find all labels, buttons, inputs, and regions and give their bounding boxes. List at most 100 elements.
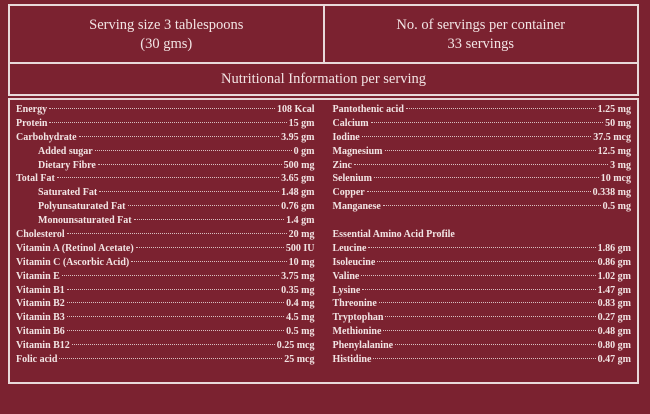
dotted-leader — [127, 205, 280, 207]
nutrient-label: Saturated Fat — [38, 187, 98, 199]
nutrient-value: 3.75 mg — [281, 270, 315, 282]
dotted-leader — [66, 288, 280, 290]
nutrient-value: 0.25 mcg — [276, 340, 315, 352]
nutrient-value: 0.5 mg — [602, 201, 631, 213]
nutrient-row: Vitamin C (Ascorbic Acid) 10 mg — [16, 256, 315, 270]
nutrient-value: 108 Kcal — [277, 104, 315, 115]
dotted-leader — [135, 246, 284, 248]
nutrient-value: 500 mg — [283, 159, 315, 171]
nutrient-row: Selenium 10 mcg — [333, 172, 632, 186]
nutrient-row: Copper 0.338 mg — [333, 186, 632, 200]
nutrition-right-column: Pantothenic acid 1.25 mg Calcium 50 mg Iodin… — [325, 103, 632, 382]
nutrient-label: Pantothenic acid — [332, 104, 404, 115]
nutrient-row: Zinc 3 mg — [333, 159, 632, 173]
nutrient-value: 3.95 gm — [281, 131, 315, 143]
nutrient-label: Vitamin B3 — [16, 312, 65, 324]
nutrient-row: Dietary Fibre 500 mg — [16, 159, 315, 173]
nutrient-label: Cholesterol — [16, 229, 65, 241]
minerals-list: Pantothenic acid 1.25 mg Calcium 50 mg Iodin… — [333, 103, 632, 214]
amino-acid-list: Leucine 1.86 gm Isoleucine 0.86 gm Valine 1.0… — [333, 242, 632, 367]
nutrient-value: 50 mg — [605, 117, 631, 129]
nutrient-value: 10 mg — [288, 256, 315, 268]
nutrient-label: Selenium — [332, 173, 372, 185]
nutrient-row: Vitamin B1 0.35 mg — [16, 284, 315, 298]
dotted-leader — [373, 177, 599, 179]
dotted-leader — [361, 135, 592, 137]
nutrient-label: Zinc — [332, 159, 352, 171]
nutrient-label: Polyunsaturated Fat — [38, 201, 126, 213]
dotted-leader — [368, 246, 596, 248]
dotted-leader — [59, 358, 283, 360]
nutrient-row: Iodine 37.5 mcg — [333, 131, 632, 145]
nutrient-row: Phenylalanine 0.80 gm — [333, 339, 632, 353]
nutrient-value: 0.83 gm — [597, 298, 631, 310]
nutrient-label: Phenylalanine — [332, 340, 394, 352]
dotted-leader — [366, 191, 591, 193]
dotted-leader — [99, 191, 280, 193]
nutrient-row: Histidine 0.47 gm — [333, 353, 632, 367]
nutrient-value: 1.86 gm — [597, 242, 631, 254]
nutrient-label: Protein — [16, 117, 48, 129]
servings-per-container-value: 33 servings — [447, 36, 514, 52]
nutrient-label: Calcium — [332, 117, 369, 129]
nutrient-row: Pantothenic acid 1.25 mg — [333, 103, 632, 117]
nutrient-row: Polyunsaturated Fat 0.76 gm — [16, 200, 315, 214]
nutrient-value: 0.48 gm — [597, 326, 631, 338]
nutrient-value: 4.5 mg — [286, 312, 315, 324]
dotted-leader — [383, 330, 596, 332]
nutrition-left-column: Energy 108 Kcal Protein 15 gm Carbohydrate 3.… — [16, 103, 325, 382]
nutrient-row: Vitamin E 3.75 mg — [16, 270, 315, 284]
nutrient-row: Tryptophan 0.27 gm — [333, 311, 632, 325]
serving-size-label: Serving size 3 tablespoons — [89, 17, 244, 33]
dotted-leader — [66, 330, 285, 332]
nutrient-row: Protein 15 gm — [16, 117, 315, 131]
nutrient-value: 0.27 gm — [597, 312, 631, 324]
nutrient-label: Tryptophan — [332, 312, 384, 324]
nutrient-row: Vitamin B3 4.5 mg — [16, 311, 315, 325]
dotted-leader — [361, 274, 596, 276]
dotted-leader — [362, 288, 596, 290]
dotted-leader — [56, 177, 280, 179]
dotted-leader — [66, 316, 285, 318]
nutrient-row: Isoleucine 0.86 gm — [333, 256, 632, 270]
nutrient-row: Vitamin A (Retinol Acetate) 500 IU — [16, 242, 315, 256]
nutrient-label: Vitamin B12 — [16, 340, 70, 352]
dotted-leader — [49, 108, 275, 109]
dotted-leader — [131, 260, 287, 262]
nutrient-value: 0.86 gm — [597, 256, 631, 268]
nutrient-row: Vitamin B12 0.25 mcg — [16, 339, 315, 353]
dotted-leader — [377, 260, 596, 262]
nutrient-label: Vitamin B1 — [16, 284, 65, 296]
nutrient-row: Monounsaturated Fat 1.4 gm — [16, 214, 315, 228]
nutrient-row: Magnesium 12.5 mg — [333, 145, 632, 159]
nutrient-label: Iodine — [332, 131, 360, 143]
dotted-leader — [94, 149, 292, 151]
dotted-leader — [66, 302, 285, 304]
nutrient-value: 12.5 mg — [597, 145, 631, 157]
nutrient-label: Vitamin E — [16, 270, 60, 282]
nutrient-row: Vitamin B2 0.4 mg — [16, 297, 315, 311]
nutrient-value: 1.4 gm — [286, 215, 315, 227]
nutrient-value: 0.80 gm — [597, 340, 631, 352]
serving-size-value: (30 gms) — [140, 36, 193, 52]
nutrient-label: Magnesium — [332, 145, 383, 157]
nutrient-value: 3 mg — [610, 159, 631, 171]
nutrient-value: 25 mcg — [284, 354, 315, 366]
nutrient-label: Vitamin B6 — [16, 326, 65, 338]
nutrient-label: Total Fat — [16, 173, 55, 185]
nutrient-row: Methionine 0.48 gm — [333, 325, 632, 339]
nutrient-value: 1.02 gm — [597, 270, 631, 282]
nutrient-row: Leucine 1.86 gm — [333, 242, 632, 256]
nutrient-row: Lysine 1.47 gm — [333, 284, 632, 298]
nutrient-label: Threonine — [332, 298, 377, 310]
nutrient-label: Dietary Fibre — [38, 159, 96, 171]
servings-per-container-cell: No. of servings per container 33 serving… — [322, 6, 638, 64]
dotted-leader — [353, 163, 609, 165]
dotted-leader — [384, 149, 596, 151]
serving-info-header: Serving size 3 tablespoons (30 gms) No. … — [8, 4, 639, 64]
nutrient-value: 20 mg — [288, 229, 315, 241]
nutrient-label: Vitamin A (Retinol Acetate) — [16, 242, 134, 254]
nutrient-row: Vitamin B6 0.5 mg — [16, 325, 315, 339]
nutrient-row: Total Fat 3.65 gm — [16, 172, 315, 186]
dotted-leader — [378, 302, 596, 304]
